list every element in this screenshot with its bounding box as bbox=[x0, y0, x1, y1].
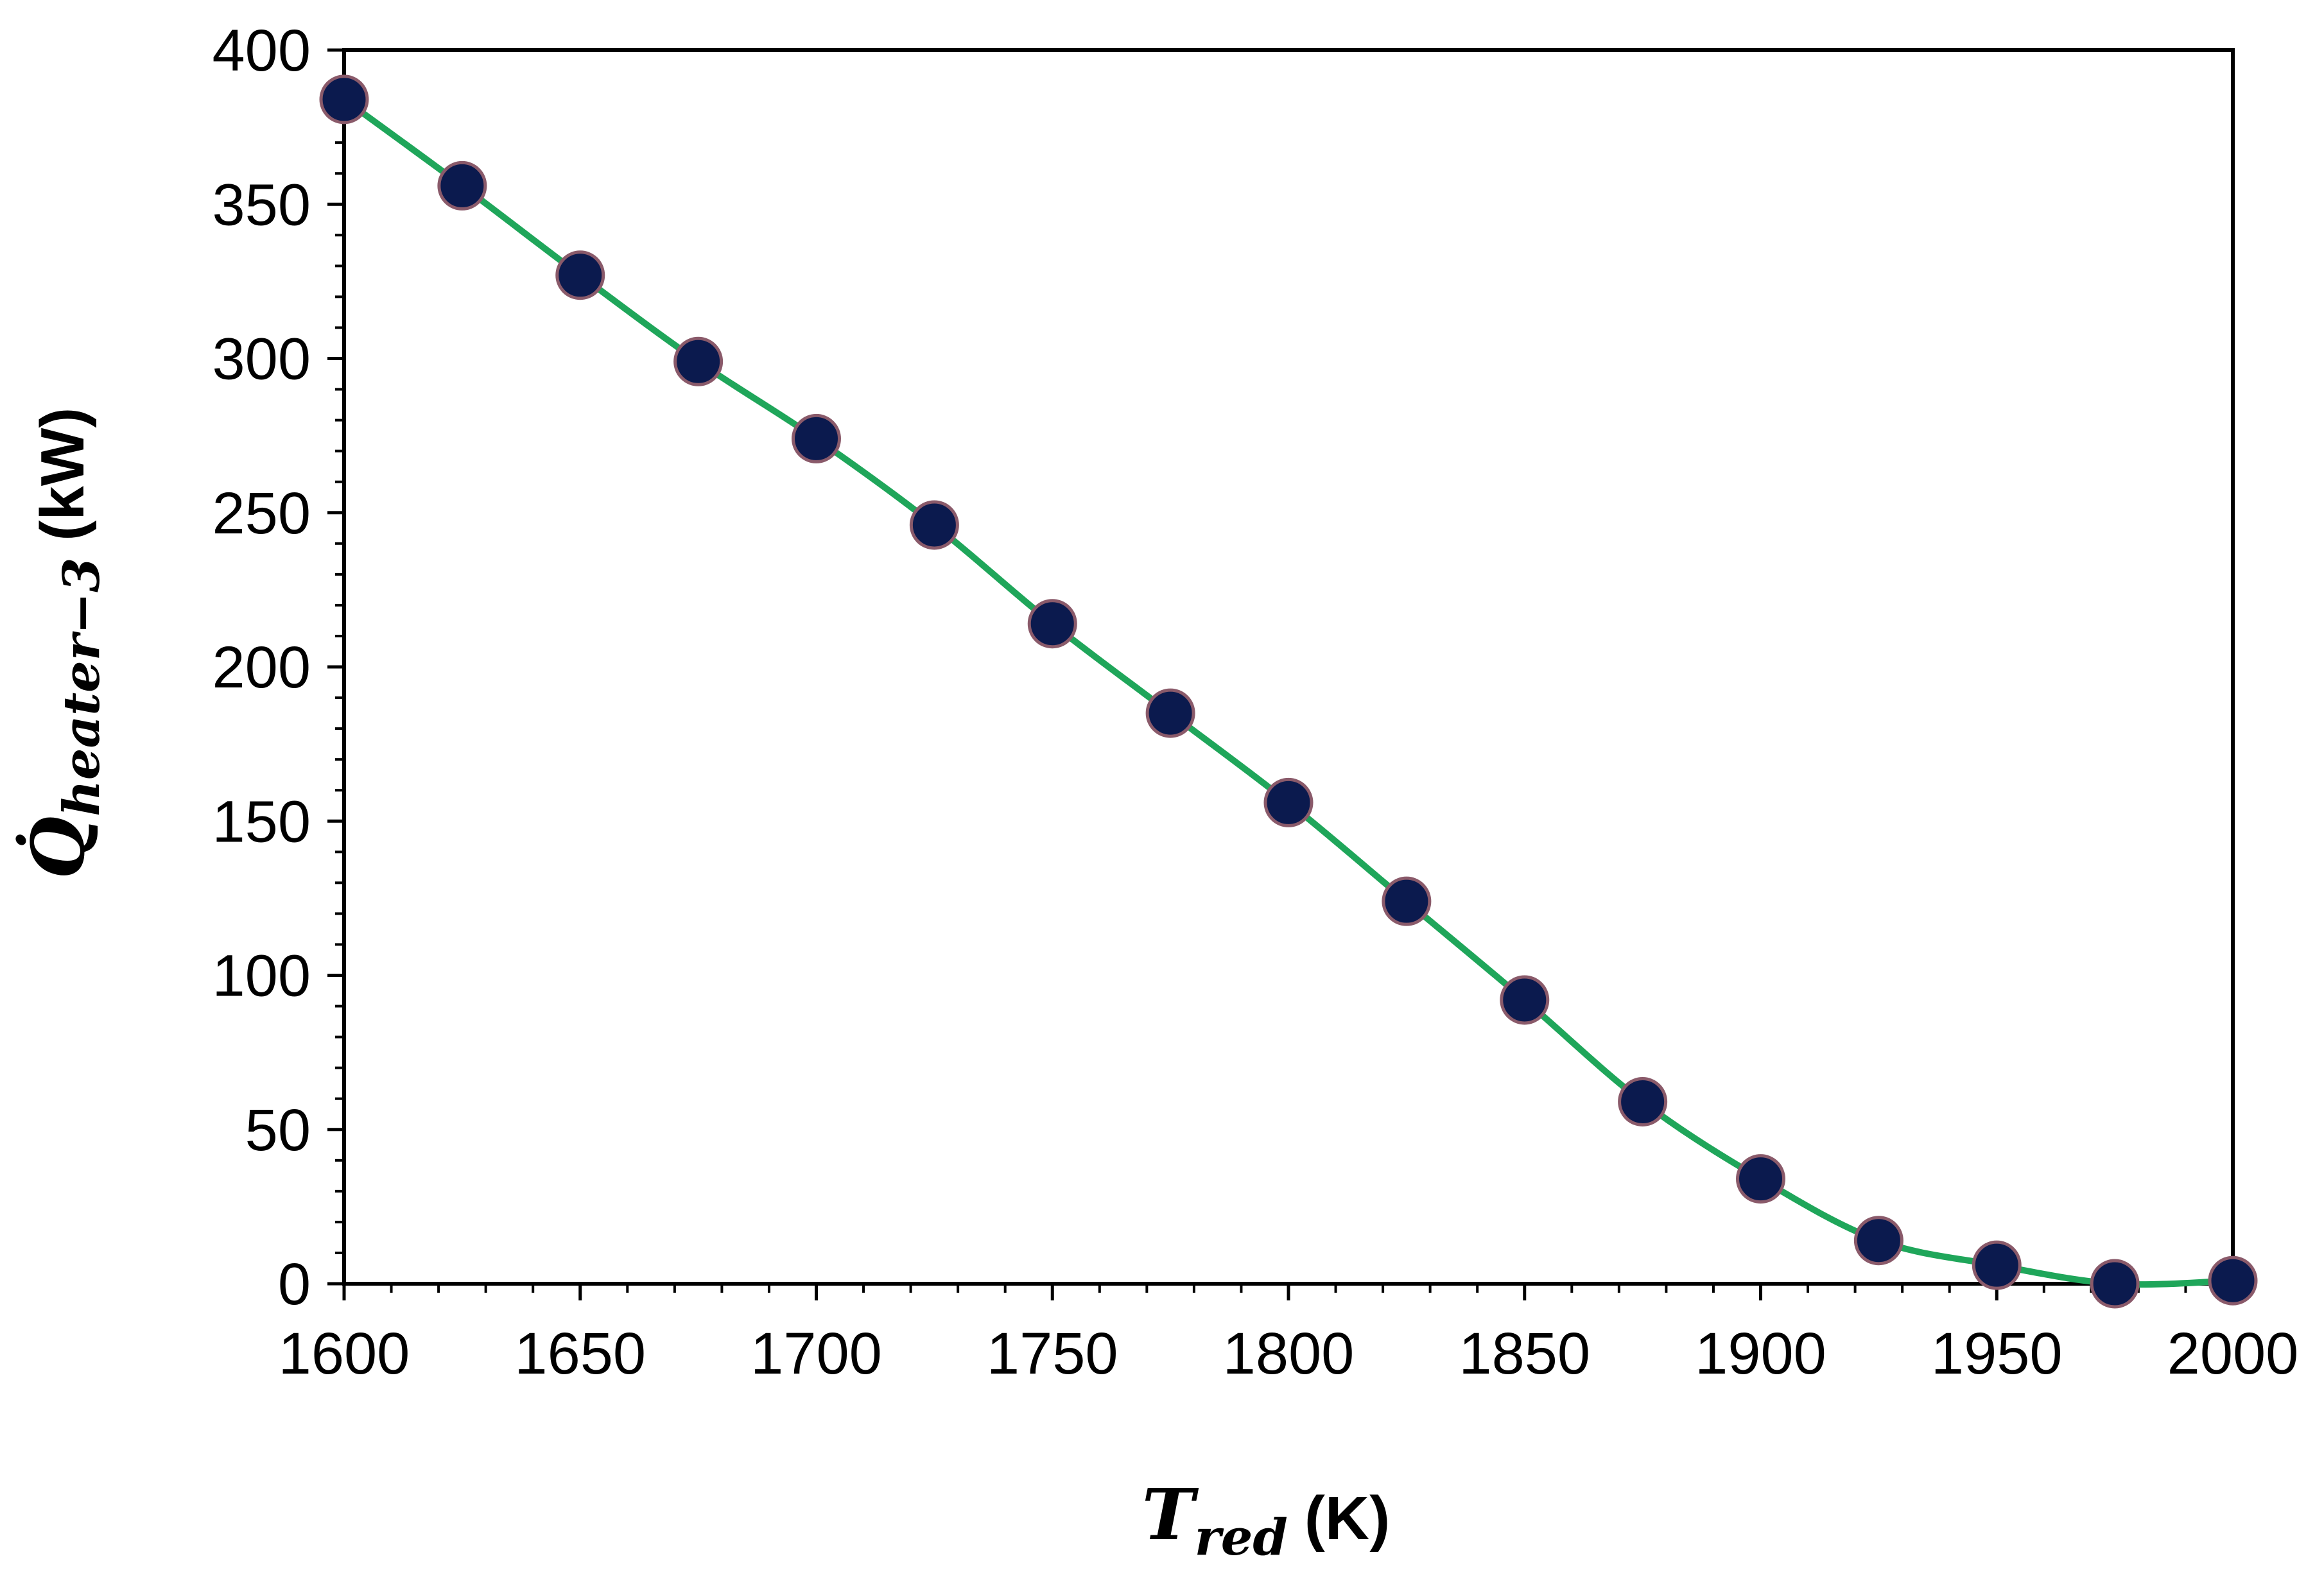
x-axis-symbol: T bbox=[1142, 1473, 1199, 1556]
data-point bbox=[1382, 876, 1432, 926]
y-axis-tick-labels: 0 50 100 150 200 250 300 350 400 bbox=[212, 18, 311, 1317]
data-point bbox=[2208, 1255, 2258, 1306]
x-axis-title: Tred (K) bbox=[1142, 1473, 1390, 1567]
y-axis-title: Q̇heater−3 (kW) bbox=[15, 408, 111, 879]
y-tick-label: 150 bbox=[212, 789, 311, 854]
series-markers bbox=[319, 74, 2258, 1309]
y-tick-label: 250 bbox=[212, 481, 311, 546]
data-point bbox=[1853, 1216, 1903, 1266]
y-tick-label: 200 bbox=[212, 635, 311, 700]
data-point bbox=[1972, 1240, 2022, 1290]
data-point bbox=[792, 413, 841, 463]
data-point bbox=[437, 160, 487, 211]
x-tick-label: 1700 bbox=[750, 1321, 882, 1386]
data-point bbox=[1618, 1077, 1668, 1127]
y-axis-subscript: heater−3 bbox=[53, 558, 111, 816]
data-point bbox=[2090, 1259, 2140, 1309]
x-tick-label: 1900 bbox=[1695, 1321, 1826, 1386]
data-point bbox=[909, 500, 959, 550]
y-tick-label: 50 bbox=[245, 1098, 311, 1163]
x-tick-label: 1850 bbox=[1459, 1321, 1590, 1386]
data-point bbox=[1263, 777, 1314, 827]
y-tick-label: 400 bbox=[212, 18, 311, 83]
data-point bbox=[1736, 1154, 1785, 1204]
x-tick-label: 2000 bbox=[2167, 1321, 2299, 1386]
y-axis-symbol: Q̇ bbox=[15, 816, 101, 879]
data-point bbox=[555, 250, 605, 300]
x-tick-label: 1600 bbox=[279, 1321, 410, 1386]
x-tick-label: 1650 bbox=[514, 1321, 646, 1386]
data-point bbox=[319, 74, 369, 125]
data-point bbox=[1027, 599, 1077, 649]
data-point bbox=[1500, 975, 1550, 1025]
y-tick-label: 0 bbox=[278, 1252, 311, 1317]
x-tick-label: 1800 bbox=[1223, 1321, 1355, 1386]
x-axis-subscript: red bbox=[1195, 1508, 1288, 1567]
x-axis-unit: (K) bbox=[1305, 1484, 1390, 1553]
y-axis-unit: (kW) bbox=[28, 408, 97, 541]
x-tick-label: 1750 bbox=[987, 1321, 1118, 1386]
x-axis-tick-labels: 1600 1650 1700 1750 1800 1850 1900 1950 2000 bbox=[279, 1321, 2299, 1386]
y-tick-label: 300 bbox=[212, 327, 311, 392]
data-point bbox=[673, 336, 724, 386]
data-point bbox=[1145, 688, 1195, 738]
y-tick-label: 350 bbox=[212, 172, 311, 237]
y-tick-label: 100 bbox=[212, 944, 311, 1009]
x-tick-label: 1950 bbox=[1931, 1321, 2063, 1386]
